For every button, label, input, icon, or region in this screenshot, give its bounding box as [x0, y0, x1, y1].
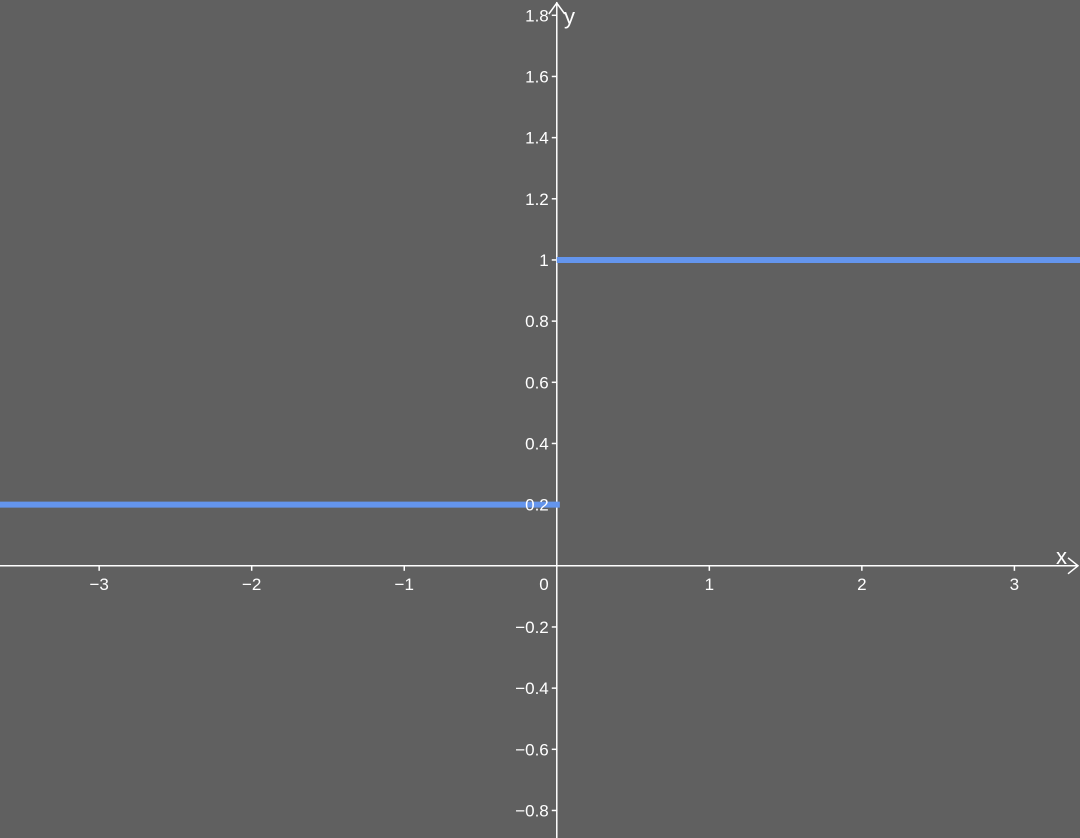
x-axis-arrow	[1067, 557, 1080, 575]
x-tick-label: −3	[89, 575, 108, 594]
x-axis-label: x	[1056, 544, 1067, 569]
series-layer	[0, 256, 1080, 508]
y-tick-label: 1.2	[525, 190, 549, 209]
y-tick-label: −0.4	[515, 679, 549, 698]
y-tick-label: −0.2	[515, 618, 549, 637]
y-tick-label: 0.4	[525, 434, 549, 453]
y-tick-label: −0.8	[515, 801, 549, 820]
y-tick-label: −0.6	[515, 740, 549, 759]
y-tick-label: 1.8	[525, 6, 549, 25]
y-tick-label: 1.6	[525, 67, 549, 86]
origin-label: 0	[539, 575, 548, 594]
y-axis-arrow	[548, 1, 566, 15]
y-tick-label: 0.8	[525, 312, 549, 331]
y-tick-label: 0.6	[525, 373, 549, 392]
x-tick-label: −1	[395, 575, 414, 594]
y-tick-label: 0.2	[525, 496, 549, 515]
tick-labels: −3 −2 −1 1 2 3 −0.8 −0.6 −0.4 −0.2 0.2 0.4 0.6 0.8 1 1.…	[89, 6, 1019, 820]
x-tick-label: 3	[1010, 575, 1019, 594]
x-tick-label: −2	[242, 575, 261, 594]
y-tick-label: 1	[539, 251, 548, 270]
x-tick-label: 2	[857, 575, 866, 594]
x-tick-label: 1	[705, 575, 714, 594]
y-axis-label: y	[564, 4, 575, 29]
y-tick-label: 1.4	[525, 129, 549, 148]
